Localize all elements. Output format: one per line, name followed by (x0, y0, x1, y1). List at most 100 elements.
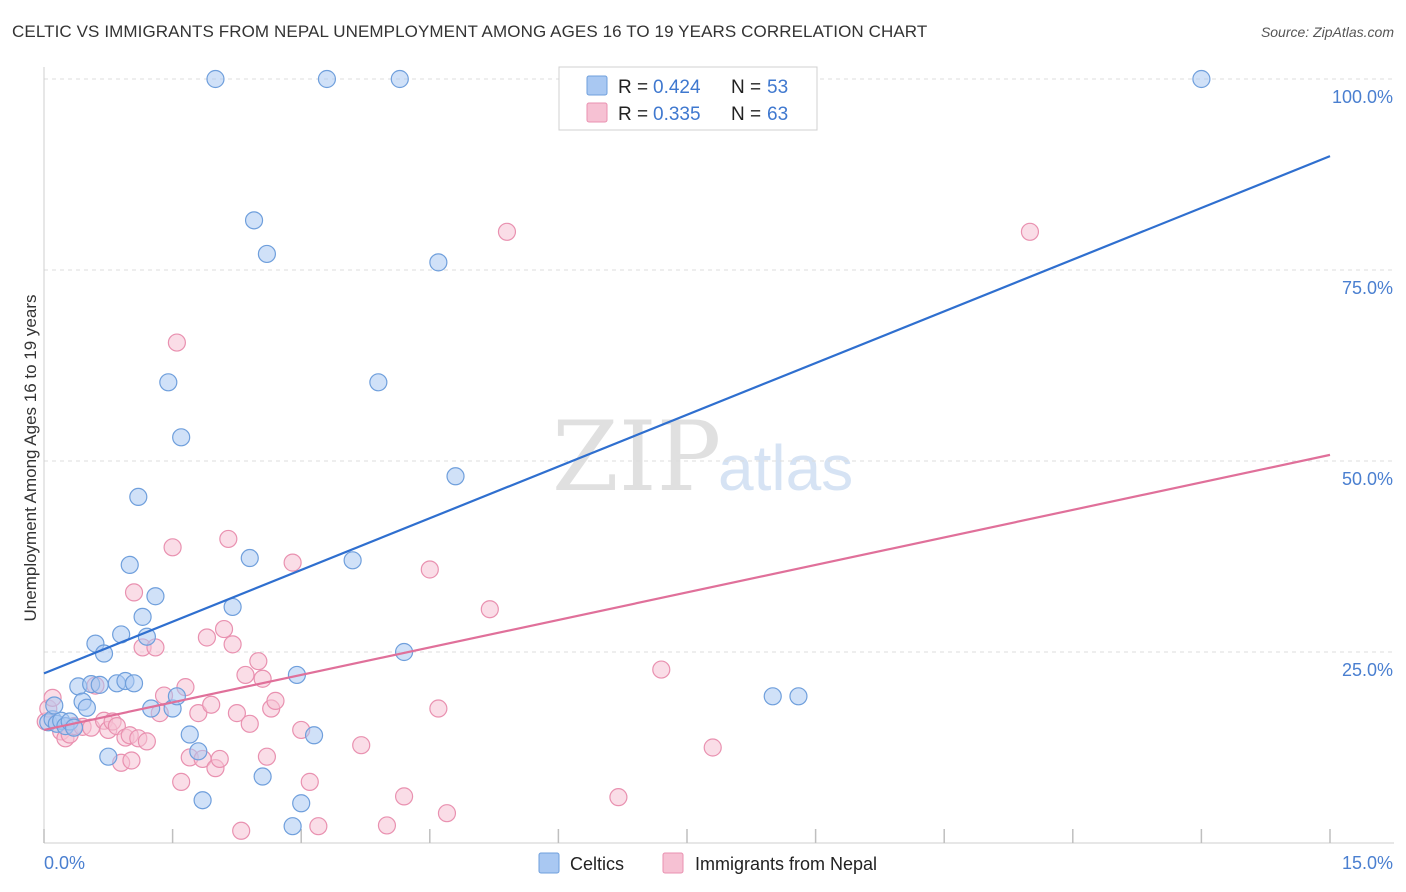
nepal-point-55 (420, 560, 439, 579)
celtics-point-48 (446, 467, 465, 486)
legend-swatch-celtics (586, 75, 608, 96)
nepal-point-40 (232, 821, 251, 840)
legend-r-label-nepal: R = (618, 104, 648, 125)
axes (43, 67, 1394, 844)
bottom-legend-swatch-celtics (538, 852, 560, 874)
nepal-point-39 (227, 704, 246, 723)
celtics-point-36 (253, 767, 272, 786)
nepal-point-57 (437, 804, 457, 823)
nepal-point-62 (703, 738, 722, 757)
y-tick-label-0: 25.0% (1342, 660, 1393, 680)
nepal-point-50 (300, 772, 319, 791)
nepal-point-30 (189, 704, 208, 723)
y-tick-label-3: 100.0% (1332, 87, 1393, 107)
celtics-point-38 (283, 817, 302, 836)
watermark-zip: ZIP (552, 401, 721, 513)
celtics-point-12 (90, 675, 109, 694)
nepal-point-38 (223, 635, 242, 654)
nepal-point-18 (124, 583, 144, 602)
nepal-point-42 (240, 714, 259, 733)
celtics-point-32 (206, 69, 225, 89)
celtics-point-51 (1192, 69, 1211, 89)
x-tick-label-max: 15.0% (1342, 853, 1393, 873)
trend-lines (43, 155, 1331, 732)
nepal-point-58 (480, 600, 499, 619)
celtics-point-37 (257, 244, 277, 264)
nepal-point-63 (1020, 222, 1040, 241)
celtics-point-31 (193, 791, 212, 810)
nepal-point-45 (257, 747, 277, 766)
celtics-point-35 (244, 211, 264, 230)
celtics-point-52 (45, 696, 64, 715)
celtics-point-24 (146, 587, 165, 606)
nepal-point-17 (122, 751, 141, 770)
nepal-point-52 (352, 736, 371, 755)
nepal-point-43 (249, 652, 268, 671)
celtics-point-20 (129, 487, 148, 507)
celtics-point-44 (369, 373, 388, 392)
chart-title: CELTIC VS IMMIGRANTS FROM NEPAL UNEMPLOY… (12, 22, 928, 41)
nepal-point-27 (172, 772, 191, 791)
nepal-points (36, 222, 1040, 840)
celtics-point-25 (159, 373, 178, 392)
nepal-point-51 (309, 817, 328, 836)
nepal-point-61 (652, 660, 671, 679)
celtics-point-49 (763, 687, 782, 706)
celtics-trend-line (43, 155, 1331, 675)
nepal-point-37 (219, 529, 238, 549)
celtics-point-9 (77, 698, 96, 717)
celtics-point-29 (180, 725, 199, 744)
watermark-atlas: atlas (718, 432, 853, 504)
nepal-point-36 (214, 619, 234, 639)
bottom-legend: Celtics Immigrants from Nepal (538, 852, 877, 874)
legend-r-label-celtics: R = (618, 77, 648, 98)
nepal-point-25 (163, 538, 182, 557)
nepal-point-60 (609, 788, 628, 807)
celtics-point-42 (317, 69, 337, 89)
celtics-point-22 (137, 627, 156, 646)
source-credit: Source: ZipAtlas.com (1260, 24, 1394, 40)
bottom-legend-swatch-nepal (662, 852, 684, 874)
y-tick-labels: 25.0% 50.0% 75.0% 100.0% (1332, 87, 1393, 680)
nepal-point-41 (236, 665, 255, 685)
y-tick-label-2: 75.0% (1342, 278, 1393, 298)
nepal-point-47 (266, 691, 285, 710)
legend-n-value-celtics: 53 (767, 77, 788, 98)
celtics-point-45 (390, 69, 409, 89)
bottom-legend-label-nepal: Immigrants from Nepal (695, 854, 877, 874)
celtics-point-19 (124, 674, 144, 693)
celtics-point-34 (240, 548, 259, 568)
nepal-point-35 (210, 749, 229, 769)
nepal-point-33 (202, 695, 221, 714)
nepal-point-21 (137, 732, 156, 751)
legend-n-value-nepal: 63 (767, 104, 788, 125)
celtics-point-50 (789, 687, 808, 706)
legend-n-label-nepal: N = (731, 104, 761, 125)
nepal-point-26 (167, 333, 186, 352)
nepal-point-48 (283, 553, 302, 572)
legend-r-value-celtics: 0.424 (653, 77, 701, 98)
celtics-point-14 (99, 747, 118, 766)
bottom-legend-label-celtics: Celtics (570, 854, 624, 874)
nepal-point-53 (377, 816, 397, 835)
legend-r-value-nepal: 0.335 (653, 104, 701, 125)
nepal-point-59 (497, 222, 517, 241)
celtics-point-41 (304, 726, 324, 745)
x-tick-label-min: 0.0% (44, 853, 85, 873)
celtics-point-47 (429, 253, 448, 272)
celtics-point-18 (120, 555, 139, 575)
celtics-point-43 (343, 551, 362, 570)
nepal-point-56 (429, 699, 448, 718)
legend: R = 0.424 N = 53 R = 0.335 N = 63 (558, 66, 818, 131)
legend-swatch-nepal (586, 102, 608, 123)
legend-n-label-celtics: N = (731, 77, 761, 98)
y-axis-label: Unemployment Among Ages 16 to 19 years (21, 295, 40, 622)
celtics-point-30 (189, 742, 208, 761)
celtics-point-40 (292, 794, 311, 813)
y-tick-label-1: 50.0% (1342, 469, 1393, 489)
celtics-point-28 (172, 428, 191, 447)
nepal-point-32 (197, 628, 216, 647)
nepal-point-54 (394, 787, 414, 806)
nepal-trend-line (43, 453, 1331, 732)
